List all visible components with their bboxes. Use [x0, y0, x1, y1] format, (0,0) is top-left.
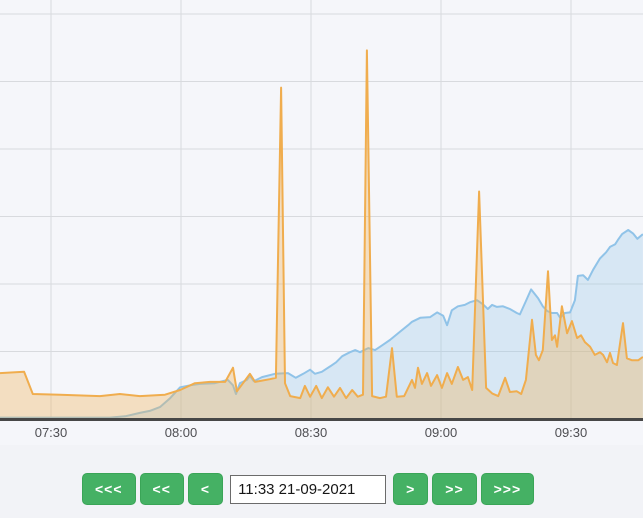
nav-forward-button[interactable]: >: [393, 473, 429, 505]
x-tick-label: 07:30: [35, 425, 68, 440]
x-tick-label: 08:00: [165, 425, 198, 440]
time-series-chart[interactable]: 07:30 08:00 08:30 09:00 09:30: [0, 0, 643, 445]
nav-back-fast-button[interactable]: <<: [139, 473, 184, 505]
time-series-chart-svg[interactable]: 07:30 08:00 08:30 09:00 09:30: [0, 0, 643, 445]
x-tick-label: 09:00: [425, 425, 458, 440]
nav-forward-fast-button[interactable]: >>: [432, 473, 477, 505]
x-axis-line: [0, 418, 643, 421]
nav-back-fastest-button[interactable]: <<<: [82, 473, 136, 505]
x-tick-label: 08:30: [295, 425, 328, 440]
blue-area-fill: [0, 230, 643, 419]
nav-forward-fastest-button[interactable]: >>>: [480, 473, 535, 505]
orange-area-line: [0, 49, 643, 400]
datetime-input[interactable]: [230, 474, 387, 504]
orange-area-fill: [0, 50, 643, 419]
chart-navigation-toolbar: <<< << < > >> >>>: [82, 473, 643, 505]
nav-back-button[interactable]: <: [187, 473, 224, 505]
x-tick-label: 09:30: [555, 425, 588, 440]
